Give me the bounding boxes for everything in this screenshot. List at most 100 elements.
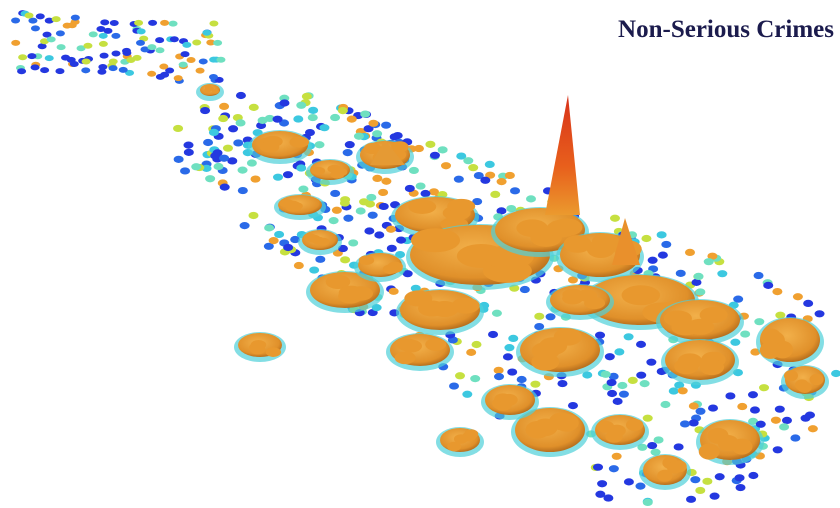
density-dot: [89, 31, 98, 37]
density-dot: [557, 380, 567, 387]
density-dot: [52, 16, 61, 22]
density-dot: [831, 370, 840, 377]
density-dot: [319, 124, 329, 131]
density-dot: [111, 33, 120, 39]
density-dot: [205, 175, 215, 182]
density-dot: [601, 371, 611, 378]
density-peak: [547, 220, 579, 238]
density-dot: [330, 190, 340, 197]
density-dot: [674, 443, 684, 450]
density-dot: [430, 152, 440, 159]
density-dot: [160, 20, 169, 26]
density-peak: [411, 228, 460, 252]
density-dot: [219, 155, 229, 162]
density-dot: [480, 177, 490, 184]
peak-layer: [196, 83, 829, 490]
density-dot: [155, 47, 164, 53]
density-dot: [730, 339, 740, 346]
density-surface: [0, 0, 840, 508]
density-dot: [517, 376, 527, 383]
density-dot: [31, 64, 40, 70]
density-dot: [180, 167, 190, 174]
density-dot: [340, 196, 350, 203]
density-dot: [661, 241, 671, 248]
density-dot: [775, 406, 785, 413]
density-peak: [250, 345, 265, 355]
density-dot: [710, 493, 720, 500]
density-peak: [784, 370, 798, 381]
density-peak: [605, 431, 623, 443]
density-dot: [610, 215, 620, 222]
density-dot: [249, 104, 259, 111]
density-dot: [119, 67, 128, 73]
density-dot: [25, 13, 34, 19]
density-peak: [289, 136, 309, 147]
density-peak: [330, 171, 344, 179]
density-peak: [622, 285, 661, 305]
density-dot: [619, 391, 629, 398]
density-dot: [759, 384, 769, 391]
density-dot: [504, 344, 514, 351]
density-dot: [595, 491, 605, 498]
density-dot: [283, 171, 293, 178]
density-dot: [640, 380, 650, 387]
density-dot: [182, 42, 191, 48]
density-dot: [658, 252, 668, 259]
density-dot: [381, 178, 391, 185]
density-dot: [628, 377, 638, 384]
density-peak: [454, 434, 468, 444]
density-dot: [155, 37, 164, 43]
density-dot: [238, 187, 248, 194]
density-dot: [381, 122, 391, 129]
density-dot: [405, 185, 415, 192]
density-dot: [294, 262, 304, 269]
density-dot: [274, 231, 284, 238]
density-dot: [454, 176, 464, 183]
density-dot: [462, 391, 472, 398]
density-dot: [137, 28, 146, 34]
density-dot: [676, 270, 686, 277]
density-dot: [396, 237, 406, 244]
density-dot: [56, 30, 65, 36]
density-dot: [174, 156, 184, 163]
density-dot: [425, 141, 435, 148]
density-dot: [695, 487, 705, 494]
density-peak: [760, 341, 781, 359]
density-dot: [191, 163, 201, 170]
density-dot: [737, 403, 747, 410]
density-dot: [488, 331, 498, 338]
density-dot: [279, 99, 289, 106]
density-dot: [530, 381, 540, 388]
density-peak: [500, 394, 517, 406]
density-dot: [248, 212, 258, 219]
density-dot: [612, 453, 622, 460]
density-dot: [609, 465, 619, 472]
density-dot: [680, 420, 690, 427]
density-dot: [97, 69, 106, 75]
density-dot: [156, 74, 165, 80]
density-dot: [805, 412, 815, 419]
density-dot: [240, 222, 250, 229]
density-peak: [700, 359, 725, 375]
density-dot: [614, 348, 624, 355]
density-dot: [31, 25, 40, 31]
density-dot: [782, 417, 792, 424]
density-dot: [293, 115, 303, 122]
density-dot: [455, 372, 465, 379]
density-peak: [810, 374, 824, 385]
density-dot: [99, 41, 108, 47]
density-dot: [136, 40, 145, 46]
density-dot: [597, 480, 607, 487]
density-dot: [273, 174, 283, 181]
density-dot: [219, 103, 229, 110]
density-dot: [472, 341, 482, 348]
density-dot: [643, 499, 653, 506]
density-dot: [708, 404, 718, 411]
density-dot: [17, 68, 26, 74]
density-spike: [545, 95, 580, 215]
density-dot: [366, 194, 376, 201]
density-dot: [329, 217, 339, 224]
density-dot: [40, 67, 49, 73]
density-dot: [772, 288, 782, 295]
density-peak: [359, 255, 374, 265]
